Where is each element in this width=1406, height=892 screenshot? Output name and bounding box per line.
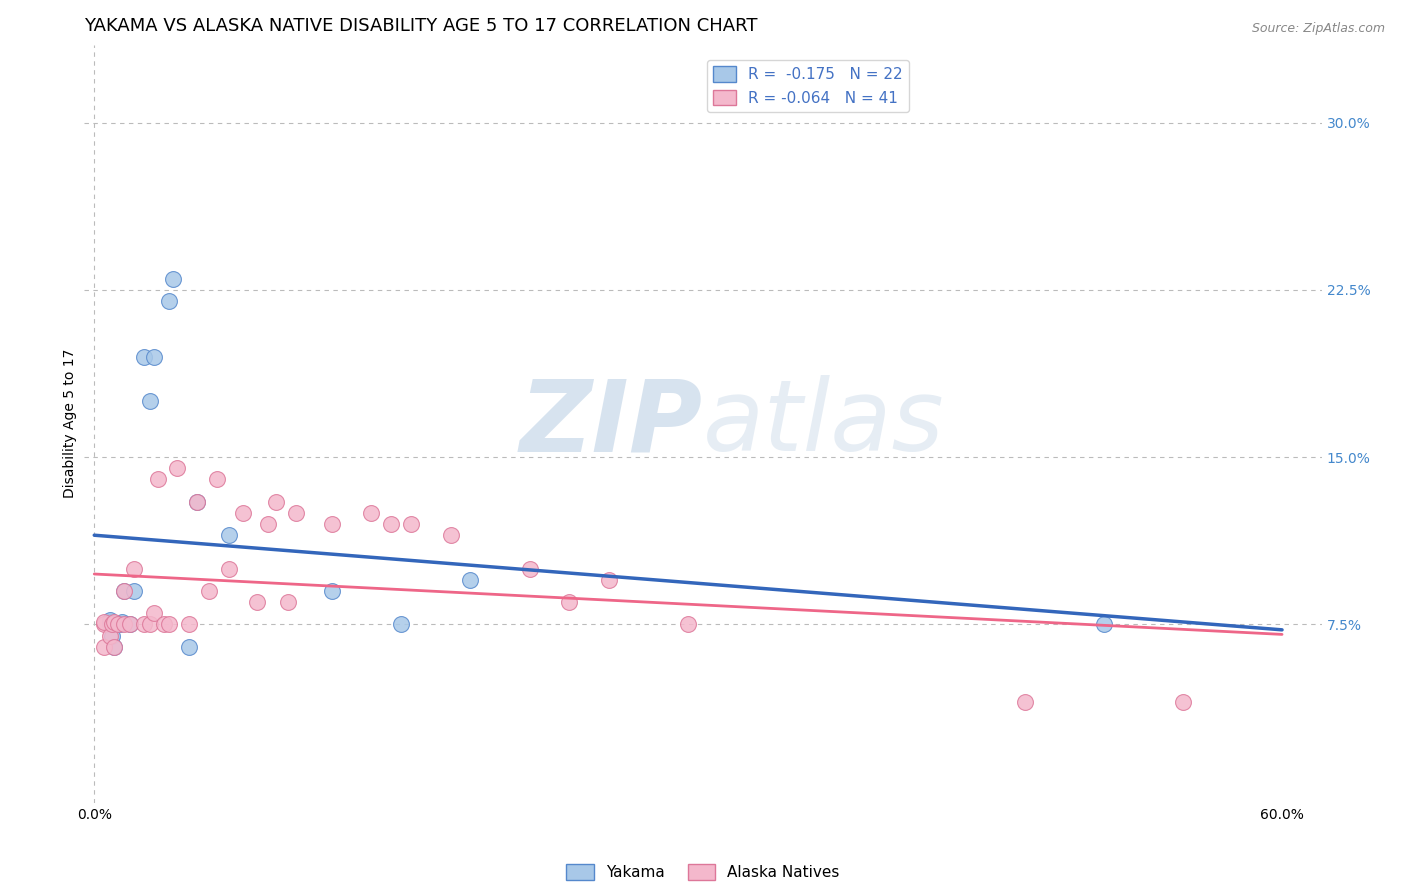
Point [198, 584, 221, 599]
Point [101, 628, 124, 642]
Point [399, 517, 422, 532]
Legend: Yakama, Alaska Natives: Yakama, Alaska Natives [560, 858, 846, 886]
Point [1171, 696, 1194, 710]
Point [159, 617, 181, 632]
Point [218, 528, 240, 542]
Point [321, 584, 343, 599]
Point [519, 562, 541, 576]
Point [93, 615, 115, 630]
Point [232, 506, 254, 520]
Point [676, 617, 699, 632]
Point [360, 506, 382, 520]
Point [118, 617, 141, 632]
Text: Source: ZipAtlas.com: Source: ZipAtlas.com [1251, 22, 1385, 36]
Point [138, 617, 160, 632]
Point [98, 615, 121, 630]
Point [103, 640, 125, 654]
Text: atlas: atlas [703, 376, 945, 472]
Text: YAKAMA VS ALASKA NATIVE DISABILITY AGE 5 TO 17 CORRELATION CHART: YAKAMA VS ALASKA NATIVE DISABILITY AGE 5… [84, 17, 758, 35]
Point [321, 517, 343, 532]
Point [112, 584, 135, 599]
Point [205, 473, 228, 487]
Point [118, 617, 141, 632]
Point [112, 617, 135, 632]
Point [93, 617, 115, 632]
Point [166, 461, 188, 475]
Y-axis label: Disability Age 5 to 17: Disability Age 5 to 17 [63, 349, 77, 499]
Point [389, 617, 412, 632]
Point [111, 615, 134, 630]
Point [558, 595, 581, 609]
Point [98, 617, 121, 632]
Point [142, 350, 165, 364]
Point [257, 517, 280, 532]
Point [285, 506, 308, 520]
Point [103, 640, 125, 654]
Point [159, 293, 181, 308]
Point [108, 617, 131, 632]
Point [93, 640, 115, 654]
Point [186, 494, 208, 508]
Point [132, 350, 155, 364]
Point [98, 628, 121, 642]
Point [146, 473, 169, 487]
Point [1092, 617, 1115, 632]
Point [103, 615, 125, 630]
Point [1014, 696, 1036, 710]
Point [132, 617, 155, 632]
Point [460, 573, 482, 587]
Point [98, 613, 121, 627]
Point [138, 394, 160, 409]
Point [598, 573, 620, 587]
Text: ZIP: ZIP [520, 376, 703, 472]
Point [107, 617, 129, 632]
Point [162, 271, 184, 285]
Point [122, 562, 145, 576]
Point [380, 517, 402, 532]
Point [112, 584, 135, 599]
Point [101, 617, 124, 632]
Point [277, 595, 299, 609]
Point [439, 528, 461, 542]
Point [122, 584, 145, 599]
Point [218, 562, 240, 576]
Point [179, 617, 201, 632]
Point [186, 494, 208, 508]
Point [179, 640, 201, 654]
Point [266, 494, 288, 508]
Point [142, 607, 165, 621]
Point [245, 595, 267, 609]
Point [152, 617, 174, 632]
